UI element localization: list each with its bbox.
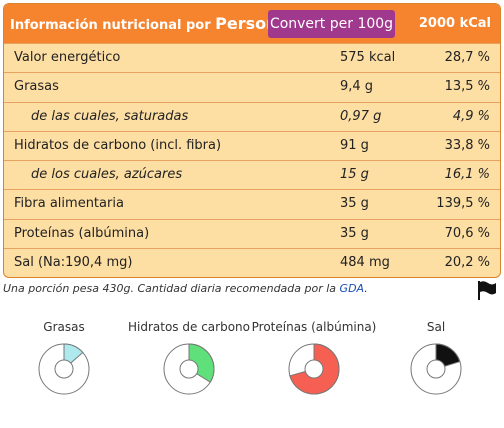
convert-per-100g-button[interactable]: Convert per 100g xyxy=(268,10,395,38)
nutrition-row: Valor energético 575 kcal 28,7 % xyxy=(4,43,500,72)
row-label: Grasas xyxy=(14,79,59,95)
row-label: de las cuales, saturadas xyxy=(31,108,189,124)
donut-label: Grasas xyxy=(43,320,85,334)
donut-chart xyxy=(288,343,340,395)
nutrition-row: Fibra alimentaria 35 g 139,5 % xyxy=(4,189,500,218)
row-value: 9,4 g xyxy=(340,79,374,95)
nutrition-row: Proteínas (albúmina) 35 g 70,6 % xyxy=(4,218,500,248)
nutrition-row: Sal (Na:190,4 mg) 484 mg 20,2 % xyxy=(4,247,500,277)
row-percent: 13,5 % xyxy=(444,79,490,95)
header-kcal-basis: 2000 kCal xyxy=(418,16,491,31)
row-label: Hidratos de carbono (incl. fibra) xyxy=(14,137,222,153)
row-value: 0,97 g xyxy=(340,108,382,124)
row-label: Proteínas (albúmina) xyxy=(14,225,150,241)
row-value: 35 g xyxy=(340,196,369,212)
donut-label: Proteínas (albúmina) xyxy=(251,320,377,334)
gda-link[interactable]: GDA xyxy=(339,282,365,295)
nutrition-row: de las cuales, saturadas 0,97 g 4,9 % xyxy=(4,101,500,131)
row-percent: 139,5 % xyxy=(436,196,490,212)
row-percent: 4,9 % xyxy=(452,108,490,124)
flag-icon[interactable] xyxy=(476,279,498,301)
header-title-person: Person xyxy=(215,14,278,33)
row-percent: 28,7 % xyxy=(444,50,490,65)
donut-chart xyxy=(163,343,215,395)
donut-label: Sal xyxy=(426,320,446,334)
header-title: Información nutricional por Person xyxy=(10,14,278,33)
row-value: 575 kcal xyxy=(340,50,396,65)
donut-hole xyxy=(179,359,199,379)
donut-chart xyxy=(38,343,90,395)
nutrition-row: Grasas 9,4 g 13,5 % xyxy=(4,72,500,101)
row-label: de los cuales, azúcares xyxy=(31,167,183,182)
row-percent: 20,2 % xyxy=(444,254,490,270)
footnote-text: Una porción pesa 430g. Cantidad diaria r… xyxy=(3,282,337,295)
donut-hole xyxy=(426,359,446,379)
nutrition-header: Información nutricional por Person Conve… xyxy=(4,4,500,43)
donut-hole xyxy=(304,359,324,379)
row-percent: 33,8 % xyxy=(444,137,490,153)
nutrition-row: Hidratos de carbono (incl. fibra) 91 g 33,… xyxy=(4,130,500,160)
nutrition-panel: Información nutricional por Person Conve… xyxy=(3,3,501,278)
row-label: Fibra alimentaria xyxy=(14,196,124,212)
row-percent: 16,1 % xyxy=(444,167,490,182)
row-label: Sal (Na:190,4 mg) xyxy=(14,254,133,270)
footnote-end: . xyxy=(364,282,368,295)
row-value: 91 g xyxy=(340,137,369,153)
donut-chart xyxy=(410,343,462,395)
row-label: Valor energético xyxy=(14,50,121,65)
row-percent: 70,6 % xyxy=(444,225,490,241)
header-title-text: Información nutricional por xyxy=(10,18,211,33)
donut-label: Hidratos de carbono xyxy=(128,320,250,334)
footnote: Una porción pesa 430g. Cantidad diaria r… xyxy=(3,282,368,295)
row-value: 35 g xyxy=(340,225,369,241)
nutrition-row: de los cuales, azúcares 15 g 16,1 % xyxy=(4,160,500,189)
donut-hole xyxy=(54,359,74,379)
row-value: 484 mg xyxy=(340,254,390,270)
row-value: 15 g xyxy=(340,167,369,182)
